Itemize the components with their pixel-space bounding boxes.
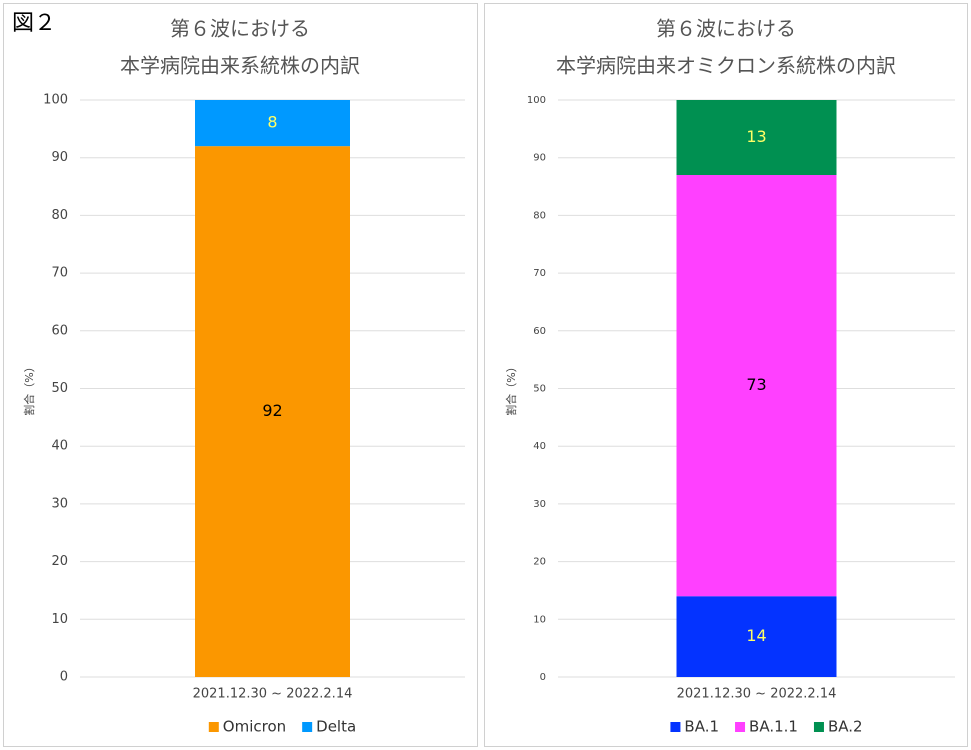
bar-segment xyxy=(676,175,837,597)
legend-label: Delta xyxy=(316,718,356,736)
y-tick-label: 10 xyxy=(51,612,68,627)
chart-title: 本学病院由来系統株の内訳 xyxy=(120,54,360,78)
panel-border xyxy=(484,3,968,747)
data-label: 8 xyxy=(267,113,277,132)
y-tick-label: 80 xyxy=(533,210,546,221)
y-tick-label: 0 xyxy=(60,670,68,685)
y-tick-label: 60 xyxy=(51,323,68,338)
legend-swatch xyxy=(208,722,219,732)
chart-title: 第６波における xyxy=(170,17,310,41)
bar-segment xyxy=(676,100,837,176)
y-tick-label: 40 xyxy=(51,439,68,454)
y-tick-label: 90 xyxy=(533,153,546,164)
y-tick-label: 100 xyxy=(43,93,68,108)
y-tick-label: 30 xyxy=(51,496,68,511)
y-axis-label: 割合（%） xyxy=(504,361,518,415)
y-tick-label: 50 xyxy=(533,384,546,395)
figure-label: 図２ xyxy=(12,11,56,36)
y-tick-label: 0 xyxy=(540,672,546,683)
legend-label: BA.2 xyxy=(828,718,863,736)
bar-segment xyxy=(195,100,350,147)
y-tick-label: 40 xyxy=(533,441,546,452)
chart-title: 第６波における xyxy=(656,17,796,41)
chart-title: 本学病院由来オミクロン系統株の内訳 xyxy=(556,54,896,78)
legend-label: BA.1.1 xyxy=(749,718,798,736)
legend-label: Omicron xyxy=(223,718,286,736)
data-label: 73 xyxy=(746,375,766,394)
y-tick-label: 60 xyxy=(533,326,546,337)
y-tick-label: 50 xyxy=(51,381,68,396)
y-tick-label: 20 xyxy=(51,554,68,569)
x-tick-label: 2021.12.30 ~ 2022.2.14 xyxy=(677,687,837,702)
data-label: 13 xyxy=(746,127,766,146)
legend-swatch xyxy=(670,722,681,732)
y-tick-label: 70 xyxy=(51,266,68,281)
legend-label: BA.1 xyxy=(684,718,719,736)
data-label: 92 xyxy=(262,401,282,420)
legend-swatch xyxy=(813,722,824,732)
y-tick-label: 70 xyxy=(533,268,546,279)
y-tick-label: 100 xyxy=(527,95,546,106)
panel-border xyxy=(3,3,478,747)
y-axis-label: 割合（%） xyxy=(22,361,36,415)
bar-segment xyxy=(676,596,837,677)
x-tick-label: 2021.12.30 ~ 2022.2.14 xyxy=(193,687,353,702)
bar-segment xyxy=(195,146,350,677)
y-tick-label: 20 xyxy=(533,557,546,568)
data-label: 14 xyxy=(746,626,766,645)
legend-swatch xyxy=(735,722,746,732)
y-tick-label: 90 xyxy=(51,150,68,165)
legend-swatch xyxy=(302,722,313,732)
y-tick-label: 10 xyxy=(533,614,546,625)
y-tick-label: 30 xyxy=(533,499,546,510)
y-tick-label: 80 xyxy=(51,208,68,223)
